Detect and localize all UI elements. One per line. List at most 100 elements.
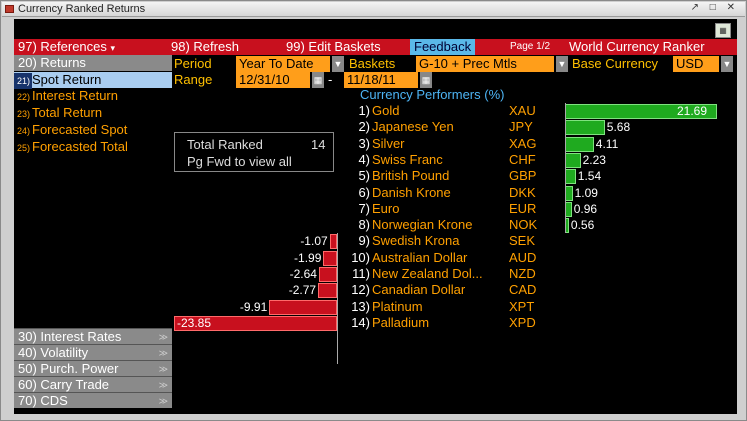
- terminal-screen: ▦ 97) References ▾ 98) Refresh 99) Edit …: [14, 19, 737, 414]
- sidebar-header-returns[interactable]: 20) Returns: [14, 55, 172, 71]
- chevron-down-icon[interactable]: ▼: [721, 56, 733, 72]
- expand-icon: ≫: [158, 380, 168, 390]
- range-end-input[interactable]: 11/18/11: [344, 72, 418, 88]
- table-row[interactable]: 13) Platinum: [340, 299, 550, 315]
- currency-name[interactable]: New Zealand Dol...: [372, 266, 483, 281]
- baskets-label: Baskets: [349, 56, 396, 71]
- currency-name[interactable]: Euro: [372, 200, 400, 216]
- rank-number: 3): [358, 135, 370, 151]
- table-row[interactable]: 12) Canadian Dollar: [340, 282, 550, 298]
- table-row[interactable]: 11) New Zealand Dol...: [340, 266, 550, 282]
- currency-name[interactable]: Japanese Yen: [372, 119, 454, 135]
- table-row[interactable]: 3) Silver: [340, 136, 550, 152]
- table-row[interactable]: 14) Palladium: [340, 315, 550, 331]
- currency-name[interactable]: Danish Krone: [372, 184, 451, 200]
- window-controls[interactable]: ↗ □ ✕: [690, 2, 739, 13]
- currency-name[interactable]: Swiss Franc: [372, 151, 443, 167]
- base-currency-select[interactable]: USD: [673, 56, 719, 72]
- rank-number: 4): [358, 151, 370, 167]
- bar: [323, 250, 337, 266]
- category-purch-power[interactable]: 50) Purch. Power ≫: [14, 360, 172, 376]
- currency-name[interactable]: Australian Dollar: [372, 249, 468, 265]
- table-row[interactable]: 1) Gold: [340, 103, 550, 119]
- currency-name[interactable]: Canadian Dollar: [372, 282, 466, 298]
- currency-name[interactable]: Norwegian Krone: [372, 217, 473, 233]
- sidebar-item-spot-return[interactable]: 21) Spot Return: [14, 72, 172, 89]
- sidebar-item-interest-return[interactable]: 22) Interest Return: [17, 88, 118, 103]
- menu-bar: 97) References ▾ 98) Refresh 99) Edit Ba…: [14, 39, 737, 55]
- info-box: Total Ranked 14 Pg Fwd to view all: [174, 132, 334, 172]
- table-row[interactable]: 8) Norwegian Krone: [340, 217, 550, 233]
- edit-baskets-button[interactable]: 99) Edit Baskets: [286, 39, 381, 54]
- currency-code: XPT: [509, 298, 535, 314]
- currency-name[interactable]: Silver: [372, 135, 405, 151]
- currency-name[interactable]: Platinum: [372, 298, 423, 314]
- expand-icon: ≫: [158, 364, 168, 374]
- expand-icon: ≫: [158, 396, 168, 406]
- bar: [329, 234, 337, 250]
- table-row[interactable]: 2) Japanese Yen: [340, 119, 550, 135]
- references-menu[interactable]: 97) References ▾: [18, 39, 116, 54]
- table-row[interactable]: 9) Swedish Krona: [340, 233, 550, 249]
- page-forward-hint: Pg Fwd to view all: [187, 154, 292, 169]
- table-row[interactable]: 10) Australian Dollar: [340, 250, 550, 266]
- currency-code: EUR: [509, 200, 537, 216]
- rank-number: 2): [358, 119, 370, 135]
- bar: [269, 299, 337, 315]
- chevron-down-icon[interactable]: ▼: [332, 56, 344, 72]
- currency-name[interactable]: British Pound: [372, 168, 450, 184]
- zero-axis-line: [337, 233, 338, 364]
- baskets-select[interactable]: G-10 + Prec Mtls: [416, 56, 554, 72]
- chevron-down-icon: ▾: [110, 43, 116, 53]
- bar: [318, 283, 337, 299]
- rank-number: 11): [352, 266, 370, 281]
- calendar-icon[interactable]: ▦: [312, 72, 324, 88]
- data-label: 0.56: [570, 218, 595, 233]
- bar: [565, 201, 572, 217]
- table-header: Currency Performers (%): [360, 87, 505, 102]
- data-label: -1.99: [294, 250, 322, 265]
- app-icon: [5, 5, 14, 13]
- data-label: 2.23: [582, 152, 606, 167]
- rank-number: 7): [358, 200, 370, 216]
- refresh-button[interactable]: 98) Refresh: [171, 39, 239, 54]
- table-row[interactable]: 5) British Pound: [340, 168, 550, 184]
- table-row[interactable]: 6) Danish Krone: [340, 185, 550, 201]
- table-row[interactable]: 7) Euro: [340, 201, 550, 217]
- rank-number: 13): [351, 298, 370, 314]
- rank-number: 6): [358, 184, 370, 200]
- feedback-button[interactable]: Feedback: [410, 39, 476, 55]
- category-interest-rates[interactable]: 30) Interest Rates ≫: [14, 328, 172, 344]
- title-bar: Currency Ranked Returns ↗ □ ✕: [2, 2, 745, 17]
- category-volatility[interactable]: 40) Volatility ≫: [14, 344, 172, 360]
- sidebar-item-forecasted-spot[interactable]: 24) Forecasted Spot: [17, 122, 128, 137]
- bar: [318, 267, 337, 282]
- expand-icon: ≫: [158, 348, 168, 358]
- expand-icon: ≫: [158, 332, 168, 342]
- currency-code: AUD: [509, 249, 537, 265]
- range-start-input[interactable]: 12/31/10: [236, 72, 310, 88]
- data-label: 1.54: [577, 169, 602, 184]
- sidebar-item-total-return[interactable]: 23) Total Return: [17, 105, 103, 120]
- currency-code: SEK: [509, 233, 536, 249]
- currency-name[interactable]: Gold: [372, 103, 400, 118]
- period-select[interactable]: Year To Date: [236, 56, 330, 72]
- table-row[interactable]: 4) Swiss Franc: [340, 152, 550, 168]
- category-cds[interactable]: 70) CDS ≫: [14, 392, 172, 408]
- category-carry-trade[interactable]: 60) Carry Trade ≫: [14, 376, 172, 392]
- currency-code: DKK: [509, 184, 536, 200]
- bar: [565, 169, 576, 185]
- bar: [565, 152, 581, 168]
- base-currency-label: Base Currency: [572, 56, 658, 71]
- chevron-down-icon[interactable]: ▼: [556, 56, 568, 72]
- currency-name[interactable]: Palladium: [372, 314, 430, 330]
- rank-number: 10): [351, 249, 370, 265]
- currency-name[interactable]: Swedish Krona: [372, 233, 460, 249]
- currency-code: NZD: [509, 266, 536, 281]
- rank-number: 8): [358, 217, 370, 233]
- export-excel-icon[interactable]: ▦: [715, 23, 731, 38]
- calendar-icon[interactable]: ▦: [420, 72, 432, 88]
- rank-number: 9): [358, 233, 370, 249]
- sidebar-item-forecasted-total[interactable]: 25) Forecasted Total: [17, 139, 128, 154]
